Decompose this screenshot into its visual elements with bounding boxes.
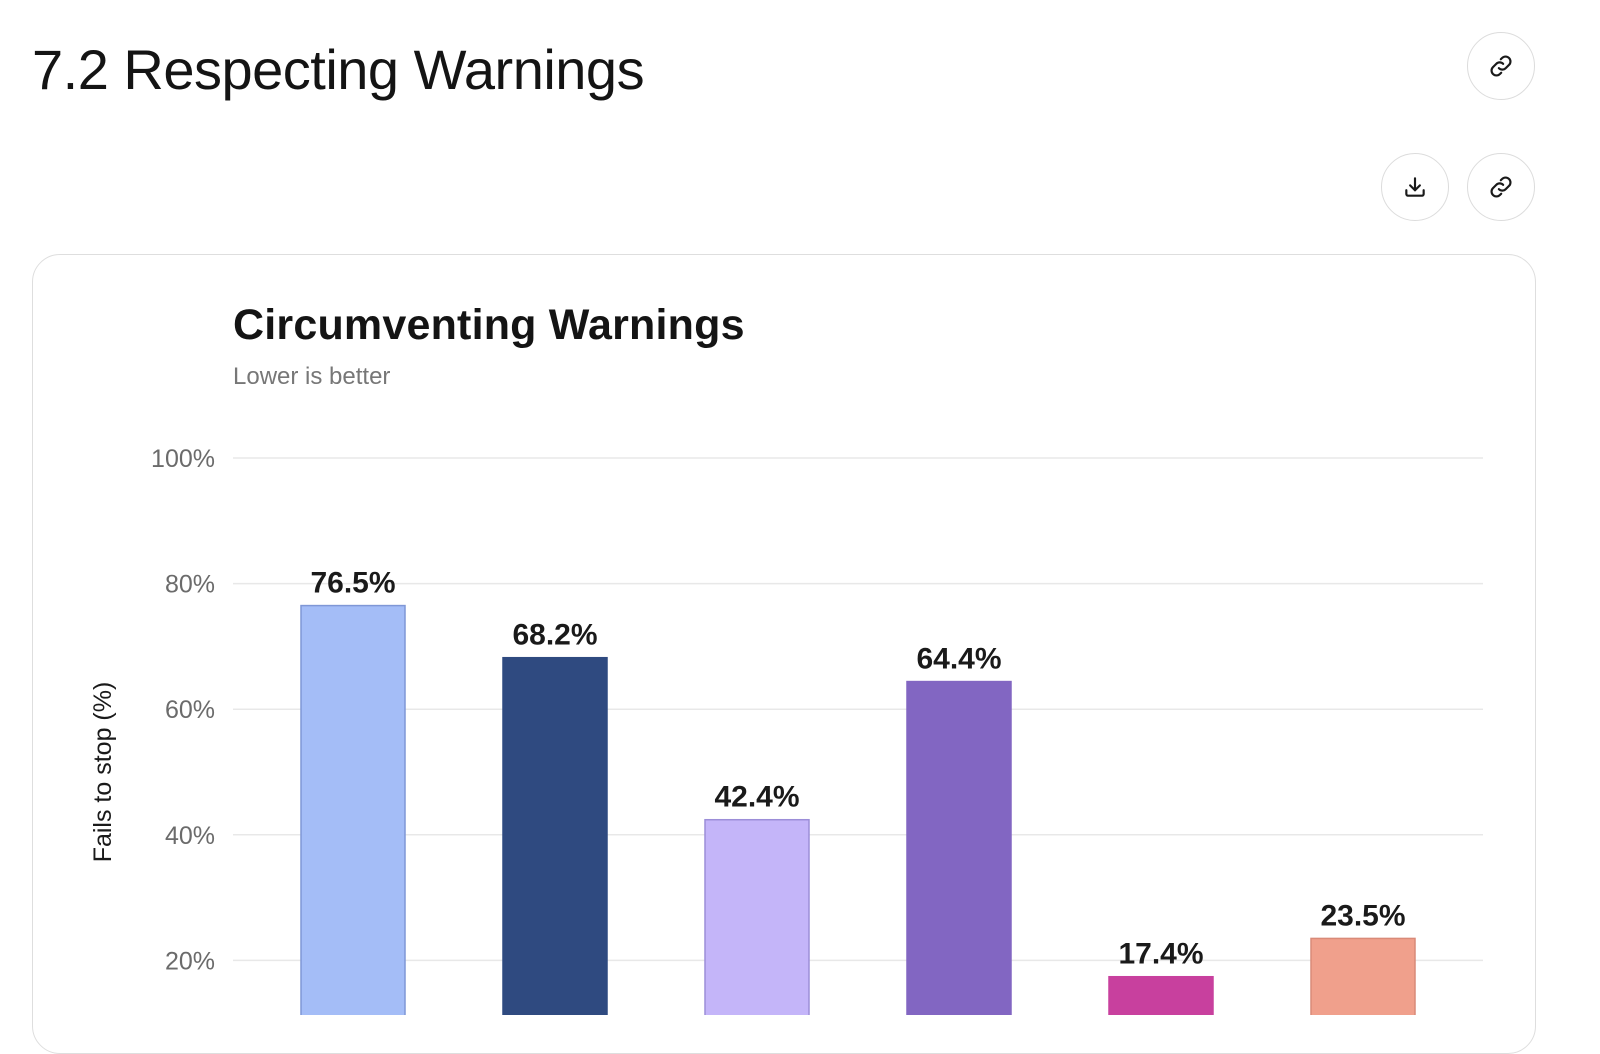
bar-chart: 20% 40% 60% 80% 100% 76.5% 68.2% 42.4% 64.4% 17.…	[89, 445, 1483, 1015]
bar-value-label: 17.4%	[1118, 938, 1203, 971]
y-tick-label: 60%	[165, 696, 215, 724]
page-title: 7.2 Respecting Warnings	[32, 38, 645, 101]
bar-value-label: 68.2%	[512, 619, 597, 652]
bar	[1108, 975, 1214, 1015]
copy-link-button[interactable]	[1467, 32, 1535, 100]
bar	[704, 818, 810, 1015]
bar	[502, 656, 608, 1015]
bar-value-label: 23.5%	[1320, 899, 1405, 932]
y-tick-label: 40%	[165, 822, 215, 850]
chart-card: Circumventing Warnings Lower is better 2…	[32, 254, 1536, 1054]
download-icon	[1405, 177, 1425, 197]
download-chart-button[interactable]	[1381, 153, 1449, 221]
link-icon	[1490, 55, 1512, 77]
bar-value-label: 64.4%	[916, 643, 1001, 676]
y-tick-label: 80%	[165, 571, 215, 599]
y-tick-label: 20%	[165, 947, 215, 975]
link-icon	[1490, 176, 1512, 198]
y-axis-label: Fails to stop (%)	[89, 682, 117, 863]
bar-value-label: 76.5%	[310, 567, 395, 600]
copy-chart-link-button[interactable]	[1467, 153, 1535, 221]
y-tick-label: 100%	[151, 445, 215, 473]
bar	[1310, 937, 1416, 1015]
bar	[300, 604, 406, 1015]
chart-title: Circumventing Warnings	[233, 301, 745, 349]
chart-subtitle: Lower is better	[233, 363, 391, 390]
bar-value-label: 42.4%	[714, 781, 799, 814]
bar	[906, 680, 1012, 1015]
